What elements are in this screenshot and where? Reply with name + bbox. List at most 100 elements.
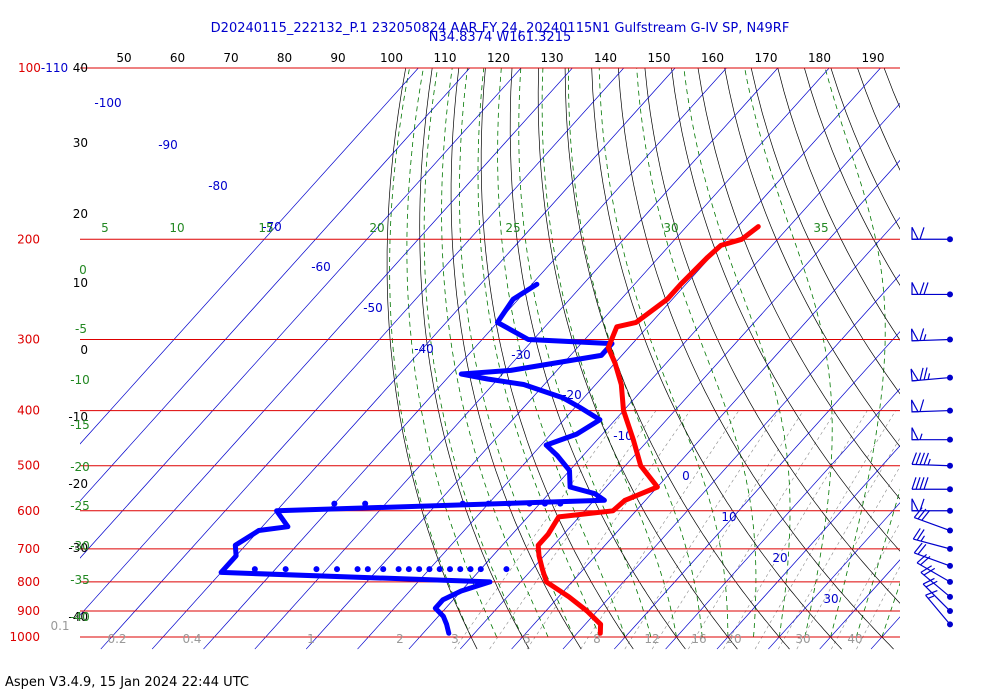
theta-top-label: 60 [170, 51, 185, 65]
wind-barb-feather [921, 510, 931, 521]
mixing-ratio-label: 1 [307, 632, 315, 646]
theta-left-label: 40 [73, 61, 88, 75]
dewpoint-point [541, 500, 548, 507]
wind-barb-feather [923, 367, 928, 380]
mixing-ratio-label: 40 [847, 632, 862, 646]
isotherm-label: 10 [721, 510, 736, 524]
theta-left-label: -30 [68, 541, 88, 555]
dewpoint-point [557, 500, 564, 507]
wind-barb-feather [911, 452, 918, 465]
mixing-ratio-label: 0.1 [50, 619, 69, 633]
moist-adiabat [541, 68, 677, 638]
isotherm-line [459, 159, 900, 650]
moist-label: -35 [70, 573, 90, 587]
dry-adiabat [697, 68, 900, 500]
dewpoint-point [380, 566, 387, 573]
pressure-label: 600 [17, 504, 40, 518]
mixing-ratio-line [778, 437, 900, 650]
theta-top-label: 50 [116, 51, 131, 65]
theta-top-label: 110 [434, 51, 457, 65]
wind-barb-feather [917, 543, 927, 555]
wind-barb-flag [911, 399, 920, 413]
isotherm-label: -80 [208, 179, 228, 193]
pressure-label: 500 [17, 459, 40, 473]
pressure-label: 700 [17, 542, 40, 556]
theta-top-label: 100 [380, 51, 403, 65]
moist-label: -5 [75, 322, 87, 336]
dewpoint-point [467, 566, 474, 573]
wind-barb-staff [913, 538, 951, 550]
pressure-label: 200 [17, 232, 40, 246]
dry-adiabat [480, 68, 634, 650]
dry-adiabat [750, 68, 900, 395]
dewpoint-point [426, 566, 433, 573]
isotherms [80, 42, 1000, 650]
dewpoint-point [526, 500, 533, 507]
mixing-ratio-line [796, 466, 900, 650]
theta-left-label: 30 [73, 136, 88, 150]
dry-adiabat [591, 68, 842, 650]
wind-barb-feather [917, 508, 927, 520]
moist-label: -10 [70, 373, 90, 387]
wind-barb-feather [919, 367, 924, 381]
isotherm-label: 30 [823, 592, 838, 606]
dry-adiabat [671, 68, 900, 552]
wind-barb-feather [925, 590, 938, 596]
mixing-ratio-label: 2 [396, 632, 404, 646]
moist-label: 30 [663, 221, 678, 235]
dewpoint-point [505, 500, 512, 507]
theta-top-label: 70 [223, 51, 238, 65]
isotherm-line [922, 42, 1000, 649]
theta-top-label: 170 [755, 51, 778, 65]
theta-left-label: 0 [80, 343, 88, 357]
mixing-ratio-label: 3 [451, 632, 459, 646]
mixing-ratio-label: 8 [593, 632, 601, 646]
moist-label: -20 [70, 460, 90, 474]
theta-left-label: 20 [73, 207, 88, 221]
pressure-label: 900 [17, 604, 40, 618]
mixing-ratio-label: 16 [691, 632, 706, 646]
dewpoint-point [282, 566, 289, 573]
isotherm-line [665, 388, 900, 650]
chart-subtitle: N34.8374 W161.3215 [428, 30, 572, 45]
pressure-label: 800 [17, 575, 40, 589]
wind-barb-feather [925, 580, 938, 588]
wind-barb-feather [913, 542, 923, 554]
mixing-ratio-label: 12 [644, 632, 659, 646]
theta-top-label: 190 [862, 51, 885, 65]
wind-barb-staff [914, 552, 951, 567]
wind-barb-feather [911, 477, 917, 490]
pressure-label: 400 [17, 404, 40, 418]
isotherm-line [768, 502, 900, 650]
mixing-ratio-line [831, 522, 900, 650]
isotherm-label: -40 [414, 342, 434, 356]
wind-barb-flag [910, 368, 920, 382]
wind-barb-feather [919, 477, 925, 490]
dewpoint-trace [218, 281, 615, 636]
isotherm-line [254, 68, 779, 650]
theta-left-label: -10 [68, 410, 88, 424]
dewpoint-point [436, 566, 443, 573]
wind-barb-feather [923, 567, 936, 576]
mixing-ratio-label: 5 [523, 632, 531, 646]
moist-label: 35 [813, 221, 828, 235]
moist-adiabat [441, 68, 549, 638]
isotherm-label: -100 [94, 96, 121, 110]
wind-barb-feather [919, 399, 925, 412]
wind-barb-staff [914, 516, 951, 532]
theta-left-label: -20 [68, 477, 88, 491]
isotherm-label: -90 [158, 138, 178, 152]
theta-top-label: 90 [330, 51, 345, 65]
dry-adiabat [386, 68, 478, 650]
temperature-line [535, 224, 761, 636]
wind-barb-feather [923, 452, 929, 466]
dewpoint-point [446, 566, 453, 573]
moist-adiabat [598, 68, 729, 638]
isotherm-line [80, 68, 522, 559]
wind-barb-half [920, 535, 926, 542]
dewpoint-point [313, 566, 320, 573]
dewpoint-line [218, 281, 615, 636]
wind-barbs [910, 227, 953, 628]
mixing-ratio-line [651, 410, 804, 650]
isotherm-line [100, 68, 625, 650]
